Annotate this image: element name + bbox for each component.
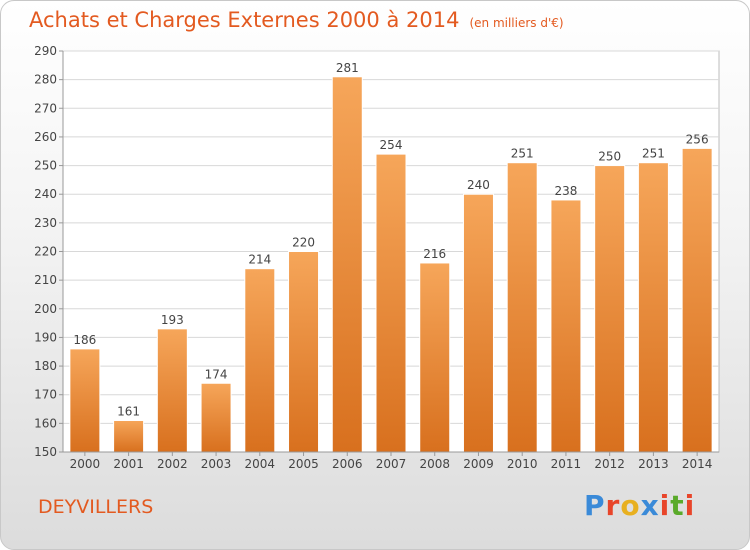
bar xyxy=(550,199,582,453)
data-label: 220 xyxy=(292,236,315,250)
data-label: 174 xyxy=(205,367,228,381)
y-tick-label: 230 xyxy=(34,216,57,230)
chart-title-text: Achats et Charges Externes 2000 à 2014 xyxy=(29,8,460,32)
x-tick-label: 2008 xyxy=(419,457,450,471)
bar xyxy=(375,153,407,453)
bar xyxy=(419,262,451,453)
bar xyxy=(681,147,713,453)
y-tick-label: 190 xyxy=(34,330,57,344)
data-label: 216 xyxy=(423,247,446,261)
y-tick-label: 180 xyxy=(34,359,57,373)
bar xyxy=(113,419,145,453)
logo-letter: r xyxy=(605,489,621,522)
chart-subtitle: (en milliers d'€) xyxy=(469,16,564,30)
logo-letter: P xyxy=(584,489,606,522)
x-tick-label: 2001 xyxy=(113,457,144,471)
x-tick-label: 2005 xyxy=(288,457,319,471)
logo-letter: o xyxy=(620,489,641,522)
x-tick-label: 2010 xyxy=(507,457,538,471)
x-tick-label: 2004 xyxy=(245,457,276,471)
logo-letter: x xyxy=(640,489,660,522)
x-tick-label: 2002 xyxy=(157,457,188,471)
data-label: 250 xyxy=(598,150,621,164)
x-tick-label: 2012 xyxy=(594,457,625,471)
x-tick-label: 2013 xyxy=(638,457,669,471)
bar xyxy=(69,348,101,453)
bar xyxy=(462,193,494,453)
bar xyxy=(506,162,538,453)
data-label: 238 xyxy=(554,184,577,198)
bar xyxy=(594,165,626,453)
y-tick-label: 260 xyxy=(34,130,57,144)
data-label: 251 xyxy=(642,147,665,161)
y-tick-label: 160 xyxy=(34,416,57,430)
y-tick-label: 280 xyxy=(34,73,57,87)
y-tick-label: 220 xyxy=(34,245,57,259)
commune-name: DEYVILLERS xyxy=(38,496,154,518)
data-label: 254 xyxy=(380,138,403,152)
y-tick-label: 290 xyxy=(34,44,57,58)
x-tick-label: 2009 xyxy=(463,457,494,471)
data-label: 193 xyxy=(161,313,184,327)
y-tick-label: 210 xyxy=(34,273,57,287)
y-tick-label: 250 xyxy=(34,159,57,173)
bar xyxy=(200,382,232,453)
bar xyxy=(331,76,363,453)
proxiti-logo: Proxiti xyxy=(584,489,695,522)
logo-letter: i xyxy=(659,489,671,522)
x-tick-label: 2014 xyxy=(682,457,713,471)
y-tick-label: 240 xyxy=(34,187,57,201)
logo-letter: t xyxy=(670,489,685,522)
data-label: 214 xyxy=(248,253,271,267)
x-tick-label: 2011 xyxy=(551,457,582,471)
bar xyxy=(244,268,276,453)
data-label: 256 xyxy=(686,132,709,146)
x-tick-label: 2000 xyxy=(70,457,101,471)
y-tick-label: 170 xyxy=(34,388,57,402)
x-tick-label: 2003 xyxy=(201,457,232,471)
logo-letter: i xyxy=(684,489,696,522)
y-tick-label: 200 xyxy=(34,302,57,316)
bar xyxy=(637,162,669,453)
data-label: 251 xyxy=(511,147,534,161)
data-label: 161 xyxy=(117,404,140,418)
x-tick-label: 2007 xyxy=(376,457,407,471)
y-tick-label: 150 xyxy=(34,445,57,459)
data-label: 186 xyxy=(73,333,96,347)
y-tick-label: 270 xyxy=(34,101,57,115)
bar xyxy=(156,328,188,453)
chart-title: Achats et Charges Externes 2000 à 2014 (e… xyxy=(29,8,564,32)
data-label: 281 xyxy=(336,61,359,75)
x-tick-label: 2006 xyxy=(332,457,363,471)
bar xyxy=(288,251,320,453)
data-label: 240 xyxy=(467,178,490,192)
